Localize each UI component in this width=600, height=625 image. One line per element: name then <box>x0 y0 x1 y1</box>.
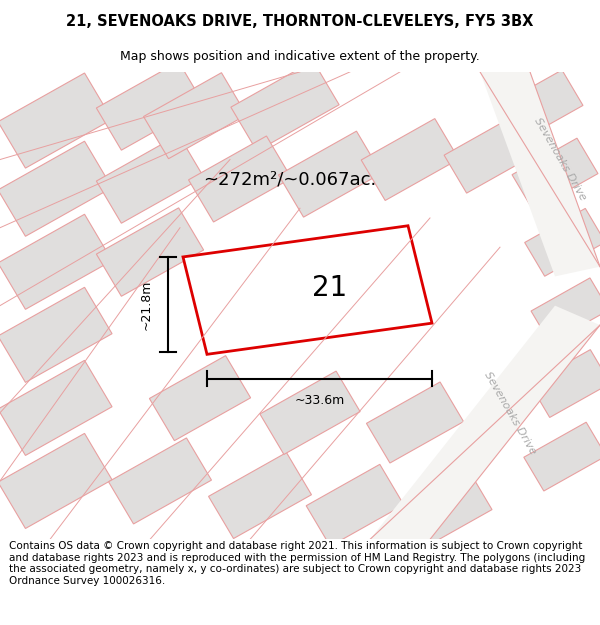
Polygon shape <box>0 141 112 236</box>
Polygon shape <box>209 452 311 539</box>
Text: ~33.6m: ~33.6m <box>295 394 344 407</box>
Polygon shape <box>278 131 382 217</box>
Polygon shape <box>512 138 598 210</box>
Polygon shape <box>97 62 203 150</box>
Text: ~272m²/~0.067ac.: ~272m²/~0.067ac. <box>203 170 377 188</box>
Polygon shape <box>97 135 203 223</box>
Polygon shape <box>188 136 292 222</box>
Text: Sevenoaks Drive: Sevenoaks Drive <box>532 116 588 202</box>
Text: Map shows position and indicative extent of the property.: Map shows position and indicative extent… <box>120 49 480 62</box>
Polygon shape <box>530 349 600 418</box>
Polygon shape <box>0 433 112 529</box>
Polygon shape <box>260 371 360 454</box>
Polygon shape <box>361 119 459 201</box>
Polygon shape <box>149 356 251 441</box>
Polygon shape <box>524 422 600 491</box>
Polygon shape <box>183 226 432 354</box>
Polygon shape <box>306 464 404 546</box>
Polygon shape <box>0 73 112 168</box>
Polygon shape <box>231 61 339 151</box>
Polygon shape <box>0 288 112 382</box>
Text: 21: 21 <box>313 274 347 302</box>
Polygon shape <box>370 306 600 539</box>
Polygon shape <box>480 72 600 276</box>
Polygon shape <box>97 208 203 296</box>
Text: 21, SEVENOAKS DRIVE, THORNTON-CLEVELEYS, FY5 3BX: 21, SEVENOAKS DRIVE, THORNTON-CLEVELEYS,… <box>67 14 533 29</box>
Polygon shape <box>398 471 492 549</box>
Text: Contains OS data © Crown copyright and database right 2021. This information is : Contains OS data © Crown copyright and d… <box>9 541 585 586</box>
Text: ~21.8m: ~21.8m <box>139 279 152 330</box>
Polygon shape <box>367 382 464 463</box>
Polygon shape <box>524 208 600 276</box>
Polygon shape <box>109 438 211 524</box>
Polygon shape <box>444 116 536 193</box>
Polygon shape <box>0 361 112 456</box>
Text: Sevenoaks Drive: Sevenoaks Drive <box>482 369 538 456</box>
Polygon shape <box>143 72 247 159</box>
Polygon shape <box>531 278 600 343</box>
Polygon shape <box>0 214 112 309</box>
Polygon shape <box>497 70 583 142</box>
